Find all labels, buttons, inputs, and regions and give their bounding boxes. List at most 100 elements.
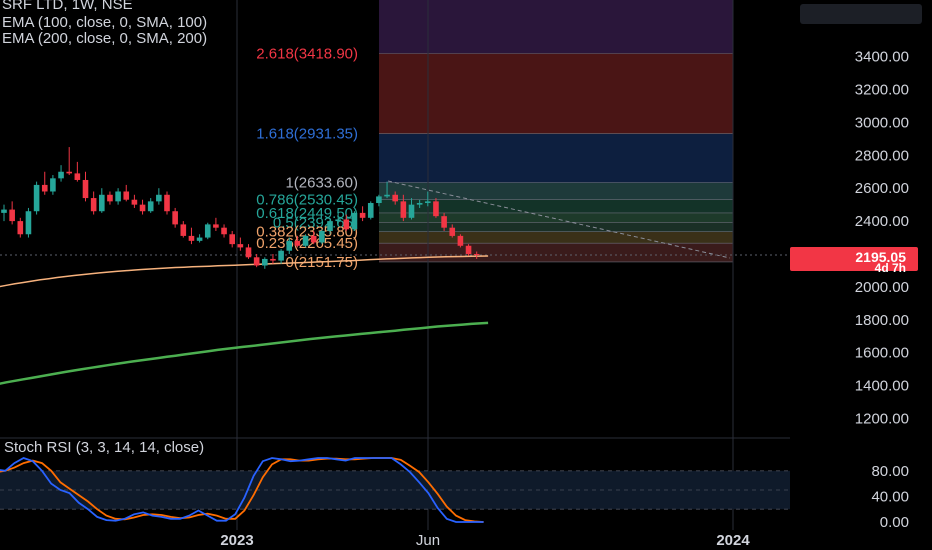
stoch-tick-label: 0.00 <box>880 514 909 531</box>
stoch-rsi-pane: Stoch RSI (3, 3, 14, 14, close) 80.00 40.0… <box>0 439 909 531</box>
stoch-tick-label: 40.00 <box>871 488 909 505</box>
fib-zone <box>379 0 733 54</box>
candle-body <box>221 227 227 235</box>
fib-zone <box>379 231 733 244</box>
candle-body <box>164 194 170 212</box>
candle-body <box>147 201 154 212</box>
price-tick-label: 1600.00 <box>855 345 909 362</box>
price-axis: 3400.00 3200.00 3000.00 2800.00 2600.00 2400.… <box>855 49 909 428</box>
candle-body <box>123 191 130 200</box>
ema-100-legend[interactable]: EMA (100, close, 0, SMA, 100) <box>2 14 208 31</box>
trend-line <box>387 180 731 259</box>
candle-body <box>400 201 407 218</box>
candle-body <box>17 221 24 235</box>
fib-label: 0.786(2530.45) <box>256 192 358 209</box>
candle-body <box>441 216 447 228</box>
candle-body <box>278 250 284 261</box>
candle-body <box>392 194 398 202</box>
fib-label: 0.5(2392.65) <box>273 214 358 231</box>
candle-body <box>425 201 431 204</box>
fib-label: 2.618(3418.90) <box>256 45 358 62</box>
candle-body <box>115 191 121 202</box>
ema-200-line <box>0 321 489 385</box>
time-tick-label: 2023 <box>220 532 253 549</box>
fib-zone <box>379 133 733 183</box>
candle-body <box>131 199 138 205</box>
stoch-k-line <box>0 457 484 523</box>
candle-body <box>367 203 374 218</box>
time-axis: 2023 Jun 2024 <box>220 532 750 549</box>
candle-body <box>351 212 358 230</box>
stoch-tick-label: 80.00 <box>871 463 909 480</box>
candle-body <box>66 171 72 174</box>
symbol-legend[interactable]: SRF LTD, 1W, NSE <box>2 0 133 13</box>
price-tick-label: 1200.00 <box>855 411 909 428</box>
fib-label: 0.618(2449.50) <box>256 205 358 222</box>
candle-body <box>457 235 464 246</box>
candle-body <box>286 240 293 251</box>
candle-body <box>253 257 260 266</box>
candle-body <box>74 173 81 180</box>
candle-body <box>384 194 390 197</box>
candle-body <box>319 230 325 243</box>
fib-zone <box>379 212 733 223</box>
fib-zone <box>379 182 733 200</box>
candle-body <box>90 198 97 212</box>
candle-body <box>213 224 219 228</box>
stoch-title: Stoch RSI (3, 3, 14, 14, close) <box>4 439 204 456</box>
candle-body <box>262 258 268 266</box>
fib-zone <box>379 243 733 262</box>
candle-body <box>58 171 64 179</box>
time-tick-label: Jun <box>416 532 440 549</box>
price-tick-label: 3200.00 <box>855 82 909 99</box>
candle-body <box>25 211 32 235</box>
candle-body <box>270 258 276 261</box>
fib-zone <box>379 199 733 213</box>
candle-body <box>82 179 89 199</box>
fib-zone <box>379 53 733 134</box>
candle-body <box>107 194 113 202</box>
bar-countdown: 4d 7h <box>874 261 906 275</box>
price-tick-label: 2600.00 <box>855 180 909 197</box>
candle-body <box>376 196 382 204</box>
candle-body <box>310 235 317 243</box>
candle-body <box>327 221 333 231</box>
last-price-tag: 2195.05 4d 7h <box>790 247 918 275</box>
candle-body <box>50 178 56 192</box>
candle-body <box>172 211 178 225</box>
price-tick-label: 2400.00 <box>855 213 909 230</box>
candle-body <box>245 247 252 258</box>
fib-label: 1(2633.60) <box>285 175 358 192</box>
price-tick-label: 3400.00 <box>855 49 909 66</box>
candle-body <box>449 227 456 236</box>
stoch-d-line <box>0 457 484 523</box>
fib-label: 1.618(2931.35) <box>256 126 358 143</box>
candle-body <box>433 201 439 217</box>
candle-body <box>1 209 7 213</box>
time-tick-label: 2024 <box>716 532 750 549</box>
price-tick-label: 2000.00 <box>855 279 909 296</box>
candle-body <box>9 209 15 222</box>
price-tick-label: 2800.00 <box>855 147 909 164</box>
candle-body <box>204 224 211 238</box>
candle-body <box>156 194 162 202</box>
ema-200-legend[interactable]: EMA (200, close, 0, SMA, 200) <box>2 30 208 47</box>
candle-body <box>302 235 309 246</box>
ema-100-line <box>0 255 489 288</box>
candles <box>1 147 480 269</box>
fibonacci-labels: 2.618(3418.90)1.618(2931.35)1(2633.60)0.… <box>256 45 358 270</box>
price-tick-label: 1800.00 <box>855 312 909 329</box>
last-price-value: 2195.05 <box>855 249 906 265</box>
axis-settings-box[interactable] <box>800 4 922 24</box>
candle-body <box>196 237 203 241</box>
candle-body <box>33 184 40 212</box>
candle-body <box>188 235 195 241</box>
candle-body <box>416 203 423 205</box>
candle-body <box>359 212 366 218</box>
candle-body <box>343 219 350 230</box>
candle-body <box>408 204 415 218</box>
candle-body <box>180 224 187 236</box>
candle-body <box>237 244 244 248</box>
candle-body <box>465 245 472 254</box>
